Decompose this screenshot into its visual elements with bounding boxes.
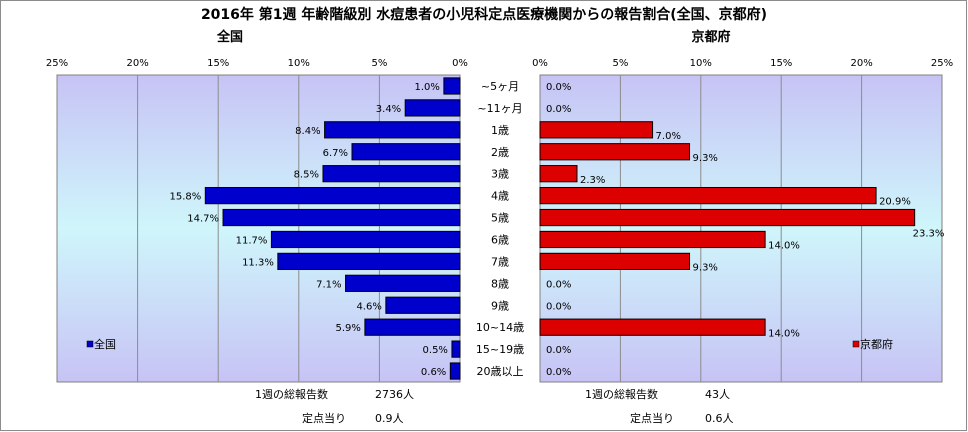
bar-left: [324, 121, 461, 139]
category-label: 4歳: [491, 190, 509, 203]
bar-left: [222, 208, 461, 227]
data-label-right: 0.0%: [546, 82, 571, 93]
data-label-right: 2.3%: [580, 175, 605, 186]
data-label-left: 4.6%: [356, 301, 381, 312]
data-label-left: 6.7%: [323, 148, 348, 159]
bar-right: [539, 186, 877, 205]
data-label-right: 20.9%: [879, 197, 911, 208]
data-label-left: 7.1%: [316, 279, 341, 290]
data-label-right: 0.0%: [546, 301, 571, 312]
bar-right: [539, 121, 654, 139]
bar-left: [449, 362, 461, 380]
data-label-right: 9.3%: [693, 153, 718, 164]
data-label-left: 8.5%: [294, 170, 319, 181]
kyoto-per-label: 定点当り: [630, 411, 674, 425]
footer-stats: 1週の総報告数 2736人 定点当り 0.9人 1週の総報告数 43人 定点当り…: [255, 387, 734, 425]
kyoto-total-value: 43人: [705, 388, 730, 401]
x-tick-label-left: 10%: [288, 58, 310, 69]
bar-left: [277, 252, 461, 271]
category-label: 9歳: [491, 299, 509, 312]
category-label: 2歳: [491, 146, 509, 159]
x-tick-label-left: 15%: [207, 58, 229, 69]
data-label-left: 0.5%: [423, 345, 448, 356]
category-label: 6歳: [491, 233, 509, 246]
bar-left: [443, 77, 461, 95]
category-label: 20歳以上: [477, 365, 524, 378]
category-label: 8歳: [491, 277, 509, 290]
bar-left: [351, 143, 461, 161]
category-label: 15~19歳: [476, 343, 524, 356]
data-label-right: 14.0%: [768, 241, 800, 252]
category-label: ~11ヶ月: [477, 102, 522, 115]
data-label-left: 3.4%: [376, 104, 401, 115]
category-label: 7歳: [491, 255, 509, 268]
x-tick-label-left: 5%: [371, 58, 387, 69]
x-tick-label-right: 5%: [612, 58, 628, 69]
kyoto-per-value: 0.6人: [705, 412, 734, 425]
data-label-left: 11.3%: [242, 257, 274, 268]
data-label-left: 1.0%: [414, 82, 439, 93]
x-tick-label-right: 15%: [770, 58, 792, 69]
data-label-right: 9.3%: [693, 263, 718, 274]
national-total-label: 1週の総報告数: [255, 387, 328, 401]
bar-left: [404, 99, 461, 117]
data-label-left: 11.7%: [236, 235, 268, 246]
right-panel-title: 京都府: [691, 29, 730, 45]
category-label: 5歳: [491, 212, 509, 225]
national-per-value: 0.9人: [375, 412, 404, 425]
bar-left: [451, 340, 461, 358]
data-label-left: 8.4%: [295, 126, 320, 137]
bar-right: [539, 318, 766, 336]
category-label: ~5ヶ月: [481, 80, 519, 93]
data-label-right: 7.0%: [656, 131, 681, 142]
bar-left: [345, 274, 461, 292]
kyoto-total-label: 1週の総報告数: [585, 387, 658, 401]
legend-swatch-left: [86, 340, 94, 348]
bar-right: [539, 165, 578, 183]
bar-left: [364, 318, 461, 336]
data-label-right: 0.0%: [546, 279, 571, 290]
x-tick-label-right: 10%: [690, 58, 712, 69]
data-label-left: 15.8%: [170, 192, 202, 203]
data-label-right: 0.0%: [546, 104, 571, 115]
national-per-label: 定点当り: [302, 411, 346, 425]
bar-right: [539, 208, 916, 227]
category-label: 1歳: [491, 124, 509, 137]
bar-left: [322, 165, 461, 183]
legend-label-right: 京都府: [860, 337, 893, 351]
data-label-right: 14.0%: [768, 328, 800, 339]
x-tick-label-left: 25%: [46, 58, 68, 69]
data-label-right: 0.0%: [546, 345, 571, 356]
data-label-right: 23.3%: [913, 229, 945, 240]
bar-right: [539, 252, 691, 271]
left-panel-title: 全国: [216, 29, 243, 45]
data-label-left: 14.7%: [187, 214, 219, 225]
chart-title: 2016年 第1週 年齢階級別 水痘患者の小児科定点医療機関からの報告割合(全国…: [201, 6, 767, 23]
x-tick-label-right: 0%: [532, 58, 548, 69]
x-tick-label-left: 20%: [126, 58, 148, 69]
x-tick-label-left: 0%: [452, 58, 468, 69]
bar-left: [204, 186, 461, 205]
bar-left: [385, 296, 461, 314]
x-tick-label-right: 25%: [931, 58, 953, 69]
bar-right: [539, 230, 766, 249]
plot-area-right: [539, 74, 943, 383]
data-label-left: 0.6%: [421, 367, 446, 378]
national-total-value: 2736人: [375, 388, 414, 401]
x-tick-label-right: 20%: [850, 58, 872, 69]
data-label-left: 5.9%: [335, 323, 360, 334]
legend-label-left: 全国: [94, 337, 116, 351]
data-label-right: 0.0%: [546, 367, 571, 378]
plot-area-left: [56, 74, 461, 383]
bar-left: [270, 230, 461, 249]
legend-swatch-right: [852, 340, 860, 348]
bar-right: [539, 143, 691, 161]
category-label: 3歳: [491, 168, 509, 181]
category-label: 10~14歳: [476, 321, 524, 334]
